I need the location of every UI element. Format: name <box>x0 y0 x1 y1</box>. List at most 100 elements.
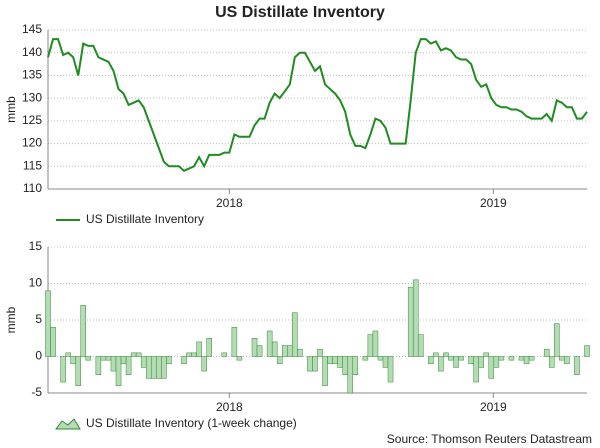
bar <box>201 356 207 372</box>
bar <box>372 330 379 357</box>
bar <box>60 356 66 383</box>
y-tick-label: 130 <box>22 90 42 104</box>
bar <box>135 352 142 357</box>
bar <box>221 352 228 357</box>
bar <box>95 356 102 375</box>
x-tick-label: 2019 <box>480 196 507 210</box>
bar <box>433 352 439 357</box>
x-tick-label: 2018 <box>216 400 243 414</box>
y-tick-label: 125 <box>22 113 42 127</box>
y-tick-label: 115 <box>23 158 42 172</box>
bar <box>483 352 490 357</box>
bar <box>281 345 288 357</box>
y-tick-label: 5 <box>35 312 42 326</box>
bar <box>453 356 459 368</box>
bar <box>443 352 449 357</box>
bar <box>145 356 152 379</box>
data-line <box>47 38 588 173</box>
bar <box>292 312 298 357</box>
bar <box>85 356 92 361</box>
bar <box>438 356 444 372</box>
bar <box>287 345 293 357</box>
bar <box>448 356 454 361</box>
bar <box>574 356 580 375</box>
y-tick-label: 110 <box>23 181 42 195</box>
x-tick-label: 2018 <box>216 196 243 210</box>
bar <box>478 356 484 368</box>
bar <box>45 290 51 357</box>
bar <box>130 352 137 357</box>
legend-label: US Distillate Inventory <box>86 212 204 226</box>
bar <box>161 356 167 379</box>
y-tick-label: 140 <box>22 45 42 59</box>
bar <box>156 356 162 379</box>
bar <box>352 356 359 375</box>
bar <box>186 352 192 357</box>
bar <box>468 356 474 365</box>
y-tick-label: 10 <box>29 276 43 290</box>
bar <box>362 356 369 361</box>
bar <box>196 341 202 357</box>
bar <box>564 356 570 365</box>
bar <box>115 356 122 386</box>
bar <box>508 356 515 361</box>
y-tick-label: 135 <box>22 68 42 82</box>
bar <box>554 323 560 357</box>
bar <box>251 338 258 357</box>
bar <box>523 356 530 365</box>
bar <box>412 279 419 357</box>
bar <box>110 356 117 372</box>
bar <box>493 356 500 368</box>
bar <box>559 356 565 361</box>
x-tick-label: 2019 <box>480 400 507 414</box>
bar <box>327 356 333 365</box>
bar <box>151 356 157 379</box>
bar <box>297 348 303 357</box>
bar <box>256 345 263 357</box>
bar <box>236 356 243 361</box>
bar <box>407 286 414 357</box>
bar <box>70 356 76 365</box>
bar <box>181 356 187 365</box>
bar <box>428 356 434 365</box>
bar <box>332 356 338 365</box>
bar <box>125 356 132 375</box>
bar <box>347 356 354 394</box>
bar <box>317 348 323 357</box>
bar <box>473 356 479 383</box>
bar <box>100 356 107 361</box>
bar <box>191 352 197 357</box>
bar <box>271 341 278 357</box>
bar <box>166 356 172 365</box>
bar <box>80 305 87 357</box>
bar <box>377 356 384 361</box>
legend-swatch <box>55 418 81 430</box>
bar <box>140 356 147 368</box>
bar <box>458 356 464 361</box>
bar <box>488 356 495 379</box>
bar <box>543 348 550 357</box>
bar <box>342 356 348 375</box>
chart-title: US Distillate Inventory <box>215 4 385 21</box>
bar <box>528 356 535 361</box>
bar <box>65 352 71 357</box>
y-tick-label: 120 <box>22 136 42 150</box>
bar <box>417 334 424 357</box>
bar <box>50 327 56 357</box>
bar <box>322 356 328 386</box>
bar <box>276 356 283 365</box>
y-tick-label: 0 <box>35 349 42 363</box>
bar <box>75 356 81 386</box>
bar <box>206 338 212 357</box>
bar <box>266 330 273 357</box>
y-axis-label: mmb <box>4 96 18 123</box>
bar <box>231 327 238 357</box>
y-tick-label: 145 <box>22 22 42 36</box>
y-tick-label: 15 <box>29 239 43 253</box>
bar <box>498 356 505 361</box>
bar <box>307 356 313 372</box>
bar <box>367 334 374 357</box>
bar <box>382 356 389 368</box>
bar <box>312 356 318 372</box>
